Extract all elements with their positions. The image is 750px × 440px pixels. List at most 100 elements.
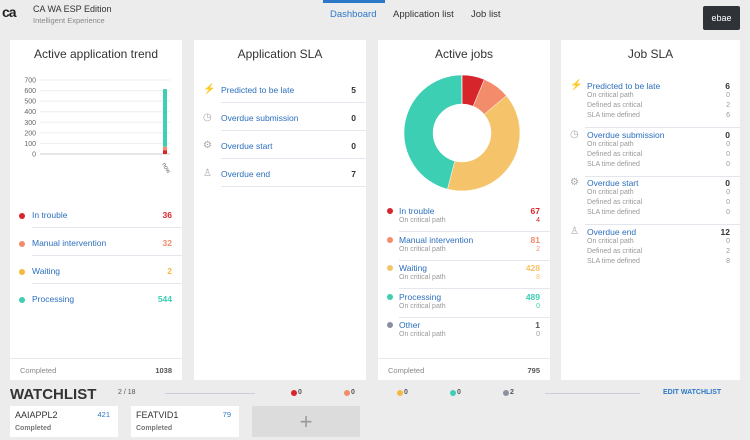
watchlist-card[interactable]: FEATVID1 79 Completed	[131, 406, 239, 437]
status-row[interactable]: Waiting 2	[10, 266, 182, 286]
sla-icon: ♙	[570, 225, 579, 237]
watch-name: AAIAPPL2	[15, 410, 58, 420]
sla-sub-label: On critical path	[587, 140, 634, 148]
add-watchlist-button[interactable]: +	[252, 406, 360, 437]
sla-row[interactable]: ♙ Overdue end 7	[194, 168, 366, 189]
watchlist-status-count: 0	[351, 389, 355, 396]
job-status-row[interactable]: Waiting 428 On critical path 8	[378, 263, 550, 289]
sla-sub-label: SLA time defined	[587, 209, 640, 216]
job-sla-row[interactable]: ♙ Overdue end 12 On critical path 0 Defined…	[561, 225, 740, 271]
status-dot-icon	[19, 241, 25, 247]
critical-path-value: 2	[536, 245, 540, 253]
sla-sub-value: 0	[726, 209, 730, 216]
user-menu-button[interactable]: ebae	[703, 6, 740, 30]
sla-sub-value: 0	[726, 160, 730, 168]
sla-value: 6	[725, 81, 730, 91]
sla-label: Overdue start	[221, 141, 273, 151]
sla-label: Predicted to be late	[587, 81, 661, 91]
watchlist-status-count: 0	[404, 389, 408, 396]
sla-icon: ⚙	[570, 177, 579, 188]
status-row[interactable]: Manual intervention 32	[10, 238, 182, 258]
sla-sub-label: On critical path	[587, 237, 634, 245]
donut-slice[interactable]	[447, 95, 521, 192]
sla-value: 5	[351, 85, 356, 95]
sla-row[interactable]: ⚡ Predicted to be late 5	[194, 84, 366, 105]
status-dot-icon	[19, 297, 25, 303]
sla-sub-value: 0	[726, 189, 730, 196]
sla-value: 12	[720, 226, 730, 237]
completed-value: 1038	[155, 366, 172, 375]
y-tick-label: 300	[24, 120, 36, 127]
divider	[221, 102, 366, 103]
sla-value: 0	[351, 113, 356, 123]
bar-segment[interactable]	[163, 146, 167, 151]
watchlist-card[interactable]: AAIAPPL2 421 Completed	[10, 406, 118, 437]
trend-chart: 700 600 500 400 300 200 100 0 now	[24, 78, 171, 176]
sla-sub-value: 0	[726, 237, 730, 245]
completed-label: Completed	[388, 366, 425, 375]
critical-path-value: 8	[536, 274, 540, 281]
status-label: In trouble	[32, 210, 68, 220]
header: ca CA WA ESP Edition Intelligent Experie…	[0, 0, 750, 36]
watchlist-status-count: 2	[510, 389, 514, 396]
critical-path-value: 4	[536, 217, 540, 224]
y-tick-label: 600	[24, 88, 36, 95]
sla-sub-value: 2	[726, 247, 730, 255]
application-sla-card: Application SLA ⚡ Predicted to be late 5…	[194, 40, 366, 380]
status-label: Processing	[399, 291, 442, 302]
sla-row[interactable]: ⚙ Overdue start 0	[194, 140, 366, 161]
status-label: Other	[399, 320, 421, 330]
bar-segment[interactable]	[163, 150, 167, 154]
watchlist-status-count: 0	[298, 389, 302, 396]
sla-sub-label: Defined as critical	[587, 150, 643, 158]
critical-path-label: On critical path	[399, 245, 446, 253]
job-status-row[interactable]: Other 1 On critical path 0	[378, 320, 550, 346]
status-dot-icon	[291, 390, 297, 396]
divider	[545, 393, 640, 394]
job-sla-card: Job SLA ⚡ Predicted to be late 6 On criti…	[561, 40, 740, 380]
sla-sub-value: 2	[726, 102, 730, 109]
divider	[399, 231, 550, 232]
sla-sub-value: 0	[726, 150, 730, 158]
tab-job-list[interactable]: Job list	[471, 9, 501, 20]
donut-slice[interactable]	[403, 74, 463, 190]
divider	[221, 130, 366, 131]
y-tick-label: 400	[24, 109, 36, 116]
status-value: 2	[167, 266, 172, 276]
app-subtitle: Intelligent Experience	[33, 16, 105, 25]
job-sla-row[interactable]: ⚡ Predicted to be late 6 On critical path…	[561, 80, 740, 125]
sla-sub-label: On critical path	[587, 189, 634, 196]
tab-dashboard[interactable]: Dashboard	[330, 9, 377, 20]
watch-count: 79	[222, 410, 231, 419]
sla-value: 0	[725, 178, 730, 188]
tab-application-list[interactable]: Application list	[393, 9, 454, 20]
critical-path-label: On critical path	[399, 302, 446, 310]
completed-label: Completed	[20, 366, 57, 375]
job-status-row[interactable]: Processing 489 On critical path 0	[378, 292, 550, 318]
sla-sub-label: On critical path	[587, 92, 634, 99]
divider	[221, 158, 366, 159]
status-row[interactable]: Processing 544	[10, 294, 182, 314]
sla-row[interactable]: ◷ Overdue submission 0	[194, 112, 366, 133]
divider	[32, 227, 182, 228]
job-sla-row[interactable]: ◷ Overdue submission 0 On critical path 0 D…	[561, 129, 740, 174]
bar-segment[interactable]	[163, 89, 167, 147]
app-title: CA WA ESP Edition	[33, 4, 112, 14]
critical-path-label: On critical path	[399, 274, 446, 281]
status-value: 1	[535, 320, 540, 330]
sla-sub-label: Defined as critical	[587, 102, 643, 109]
sla-label: Overdue start	[587, 178, 639, 188]
sla-sub-label: SLA time defined	[587, 257, 640, 265]
status-label: Processing	[32, 294, 75, 304]
job-status-row[interactable]: Manual intervention 81 On critical path …	[378, 235, 550, 261]
sla-sub-label: Defined as critical	[587, 199, 643, 206]
sla-label: Overdue submission	[587, 129, 665, 140]
edit-watchlist-link[interactable]: EDIT WATCHLIST	[663, 389, 722, 396]
job-sla-row[interactable]: ⚙ Overdue start 0 On critical path 0 Define…	[561, 177, 740, 222]
card-title: Job SLA	[627, 47, 674, 61]
status-value: 81	[530, 234, 540, 245]
job-status-row[interactable]: In trouble 67 On critical path 4	[378, 206, 550, 232]
watch-status: Completed	[136, 425, 173, 432]
status-row[interactable]: In trouble 36	[10, 210, 182, 230]
y-tick-label: 100	[24, 141, 36, 148]
